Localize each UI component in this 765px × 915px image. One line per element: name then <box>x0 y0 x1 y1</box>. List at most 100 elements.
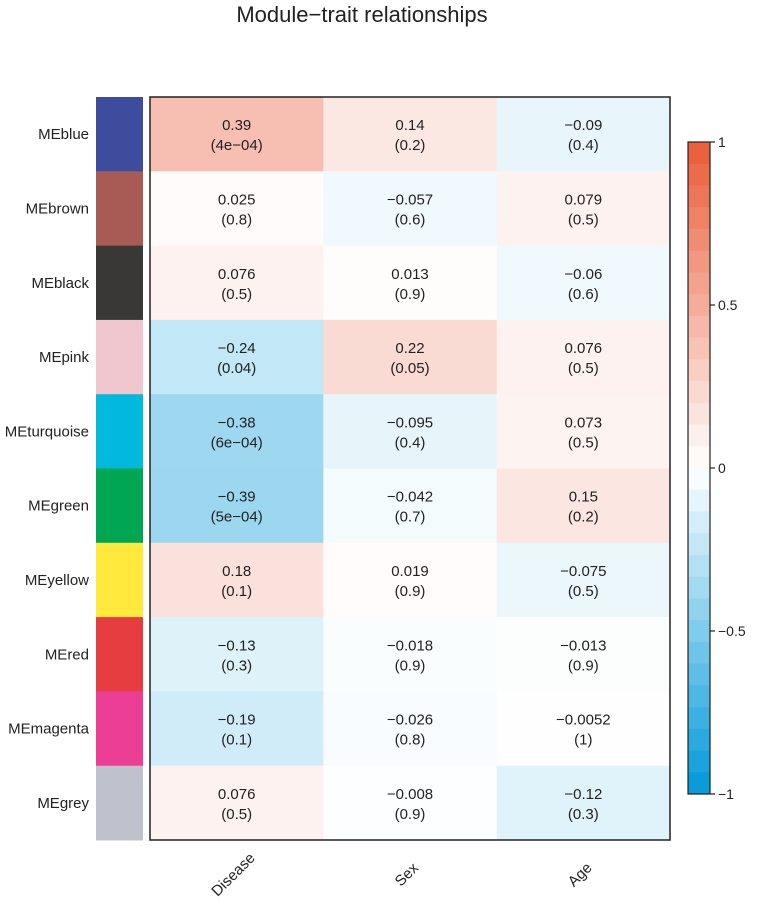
legend-color-step <box>688 511 710 534</box>
cell-p-value: (0.9) <box>568 657 599 674</box>
cell-corr-value: −0.13 <box>218 637 256 654</box>
legend-color-step <box>688 554 710 578</box>
cell-mebrown-disease <box>150 171 324 247</box>
cell-corr-value: 0.025 <box>218 191 256 208</box>
legend-color-step <box>688 533 710 556</box>
legend-tick-label: 0 <box>718 460 726 476</box>
legend-color-step <box>688 446 710 469</box>
cell-p-value: (0.9) <box>395 657 426 674</box>
swatch-meturquoise <box>96 394 143 469</box>
cell-megreen-age <box>496 468 671 544</box>
cell-mered-disease <box>150 617 324 692</box>
cell-meyellow-disease <box>150 542 324 618</box>
row-label-megreen: MEgreen <box>28 498 89 515</box>
cell-corr-value: 0.076 <box>218 266 256 283</box>
cell-meblue-age <box>496 97 671 172</box>
chart-title: Module−trait relationships <box>236 2 487 27</box>
cell-p-value: (0.3) <box>568 806 599 823</box>
swatch-mepink <box>96 319 143 395</box>
cell-p-value: (0.04) <box>217 360 256 377</box>
cell-corr-value: −0.057 <box>387 191 433 208</box>
cell-meyellow-age <box>496 542 671 618</box>
swatch-mebrown <box>96 171 143 247</box>
cell-corr-value: 0.073 <box>565 414 603 431</box>
cell-p-value: (0.8) <box>221 211 252 228</box>
trait-labels: Disease Sex Age <box>208 850 595 900</box>
cell-p-value: (6e−04) <box>211 434 263 451</box>
cell-corr-value: 0.013 <box>391 266 429 283</box>
cell-corr-value: 0.15 <box>569 489 598 506</box>
cell-p-value: (0.1) <box>221 732 252 749</box>
legend-color-step <box>688 359 710 382</box>
cell-meturquoise-sex <box>323 394 498 469</box>
cell-p-value: (0.5) <box>568 434 599 451</box>
cell-memagenta-sex <box>323 691 498 767</box>
swatch-megreen <box>96 468 143 544</box>
cell-p-value: (0.5) <box>568 360 599 377</box>
cell-corr-value: 0.39 <box>222 117 251 134</box>
cell-meblue-disease <box>150 97 324 172</box>
legend-color-step <box>688 315 710 339</box>
swatch-meyellow <box>96 542 143 618</box>
legend-color-step <box>688 598 710 621</box>
cell-mered-age <box>496 617 671 692</box>
swatch-meblack <box>96 245 143 321</box>
legend-color-step <box>688 468 710 491</box>
cell-p-value: (0.4) <box>395 434 426 451</box>
cell-p-value: (4e−04) <box>211 137 263 154</box>
cell-p-value: (0.9) <box>395 583 426 600</box>
cell-p-value: (0.6) <box>395 211 426 228</box>
cell-megreen-disease <box>150 468 324 544</box>
cell-p-value: (0.3) <box>221 657 252 674</box>
legend-color-step <box>688 772 710 795</box>
row-label-meturquoise: MEturquoise <box>5 423 89 440</box>
legend-tick-label: −1 <box>718 786 734 802</box>
cell-meyellow-sex <box>323 542 498 618</box>
cell-corr-value: −0.24 <box>218 340 256 357</box>
legend-color-step <box>688 142 710 165</box>
cell-megrey-age <box>496 765 671 841</box>
cell-corr-value: −0.008 <box>387 786 433 803</box>
cell-p-value: (0.5) <box>221 286 252 303</box>
cell-p-value: (0.6) <box>568 286 599 303</box>
cell-corr-value: 0.079 <box>565 191 603 208</box>
cell-mered-sex <box>323 617 498 692</box>
cell-megrey-sex <box>323 765 498 841</box>
legend-color-step <box>688 272 710 295</box>
cell-megrey-disease <box>150 765 324 841</box>
cell-meblack-sex <box>323 245 498 321</box>
cell-corr-value: 0.076 <box>218 786 256 803</box>
legend-color-step <box>688 424 710 447</box>
cell-corr-value: −0.39 <box>218 489 256 506</box>
cell-mepink-disease <box>150 319 324 395</box>
cell-corr-value: −0.013 <box>560 637 606 654</box>
col-label-age: Age <box>565 859 596 890</box>
heatmap-cells: 0.39 (4e−04) 0.14 (0.2) −0.09 (0.4) 0.025 (0.8)… <box>150 97 671 841</box>
cell-p-value: (1) <box>574 732 592 749</box>
legend-color-step <box>688 337 710 360</box>
cell-mepink-sex <box>323 319 498 395</box>
legend-color-step <box>688 641 710 665</box>
swatch-megrey <box>96 765 143 841</box>
legend-color-step <box>688 576 710 599</box>
cell-mebrown-sex <box>323 171 498 247</box>
cell-memagenta-age <box>496 691 671 767</box>
row-label-mepink: MEpink <box>39 349 90 366</box>
legend-tick-label: −0.5 <box>718 623 746 639</box>
cell-p-value: (0.8) <box>395 732 426 749</box>
legend-tick-label: 1 <box>718 134 726 150</box>
cell-corr-value: 0.18 <box>222 563 251 580</box>
col-label-sex: Sex <box>392 859 423 890</box>
cell-corr-value: 0.019 <box>391 563 429 580</box>
heatmap-border <box>149 96 671 841</box>
row-label-mered: MEred <box>45 646 89 663</box>
cell-corr-value: 0.14 <box>395 117 424 134</box>
cell-meturquoise-age <box>496 394 671 469</box>
cell-p-value: (0.9) <box>395 806 426 823</box>
cell-corr-value: −0.09 <box>564 117 602 134</box>
cell-meblue-sex <box>323 97 498 172</box>
cell-corr-value: 0.22 <box>395 340 424 357</box>
cell-corr-value: −0.0052 <box>556 712 611 729</box>
legend-color-step <box>688 207 710 230</box>
